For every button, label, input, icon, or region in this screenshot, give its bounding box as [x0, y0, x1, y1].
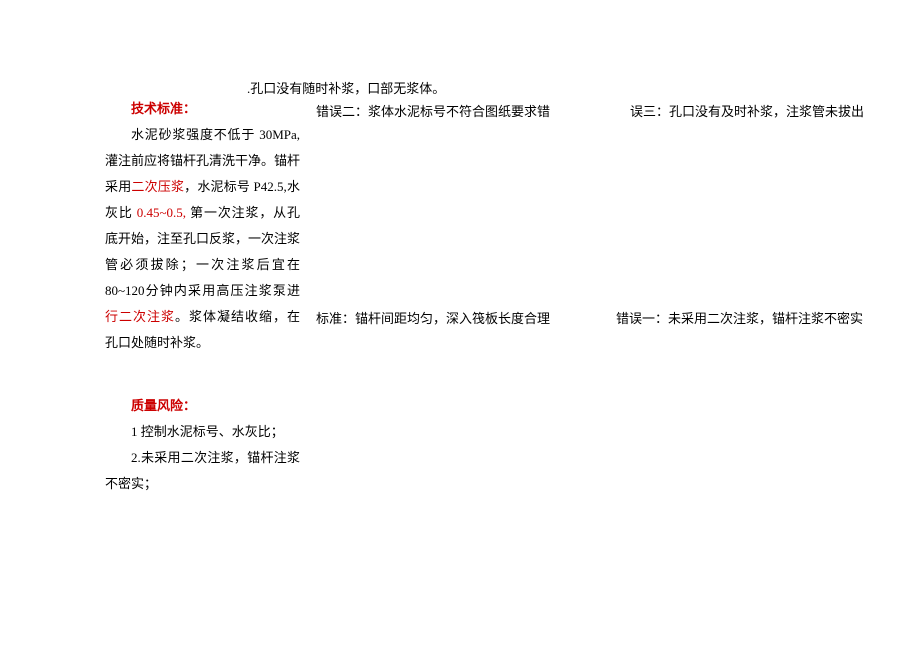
- error-3-caption: 误三：孔口没有及时补浆，注浆管未拔出: [630, 101, 864, 120]
- left-column-1: 技术标准： 水泥砂浆强度不低于 30MPa,灌注前应将锚杆孔清洗干净。锚杆采用二…: [105, 96, 300, 356]
- tech-standard-para: 水泥砂浆强度不低于 30MPa,灌注前应将锚杆孔清洗干净。锚杆采用二次压浆，水泥…: [105, 122, 300, 356]
- heading-quality-risk: 质量风险：: [105, 393, 300, 419]
- text-red-3: 行二次注浆: [105, 309, 175, 324]
- error-1-caption: 错误一：未采用二次注浆，锚杆注浆不密实: [616, 308, 863, 327]
- risk-2-text: 2.未采用二次注浆，锚杆注浆不密实；: [105, 450, 300, 491]
- top-note: .孔口没有随时补浆，口部无浆体。: [247, 78, 445, 97]
- text-red-1: 二次压浆: [131, 179, 184, 194]
- text-seg: 用: [118, 179, 131, 194]
- left-column-2: 质量风险： 1 控制水泥标号、水灰比； 2.未采用二次注浆，锚杆注浆不密实；: [105, 393, 300, 497]
- risk-item-2: 2.未采用二次注浆，锚杆注浆不密实；: [105, 445, 300, 497]
- risk-item-1: 1 控制水泥标号、水灰比；: [105, 419, 300, 445]
- error-2-caption: 错误二：浆体水泥标号不符合图纸要求错: [316, 101, 550, 120]
- text-red-2: 0.45~0.5,: [137, 205, 186, 220]
- standard-caption: 标准：锚杆间距均匀，深入筏板长度合理: [316, 308, 550, 327]
- heading-tech-standard: 技术标准：: [105, 96, 300, 122]
